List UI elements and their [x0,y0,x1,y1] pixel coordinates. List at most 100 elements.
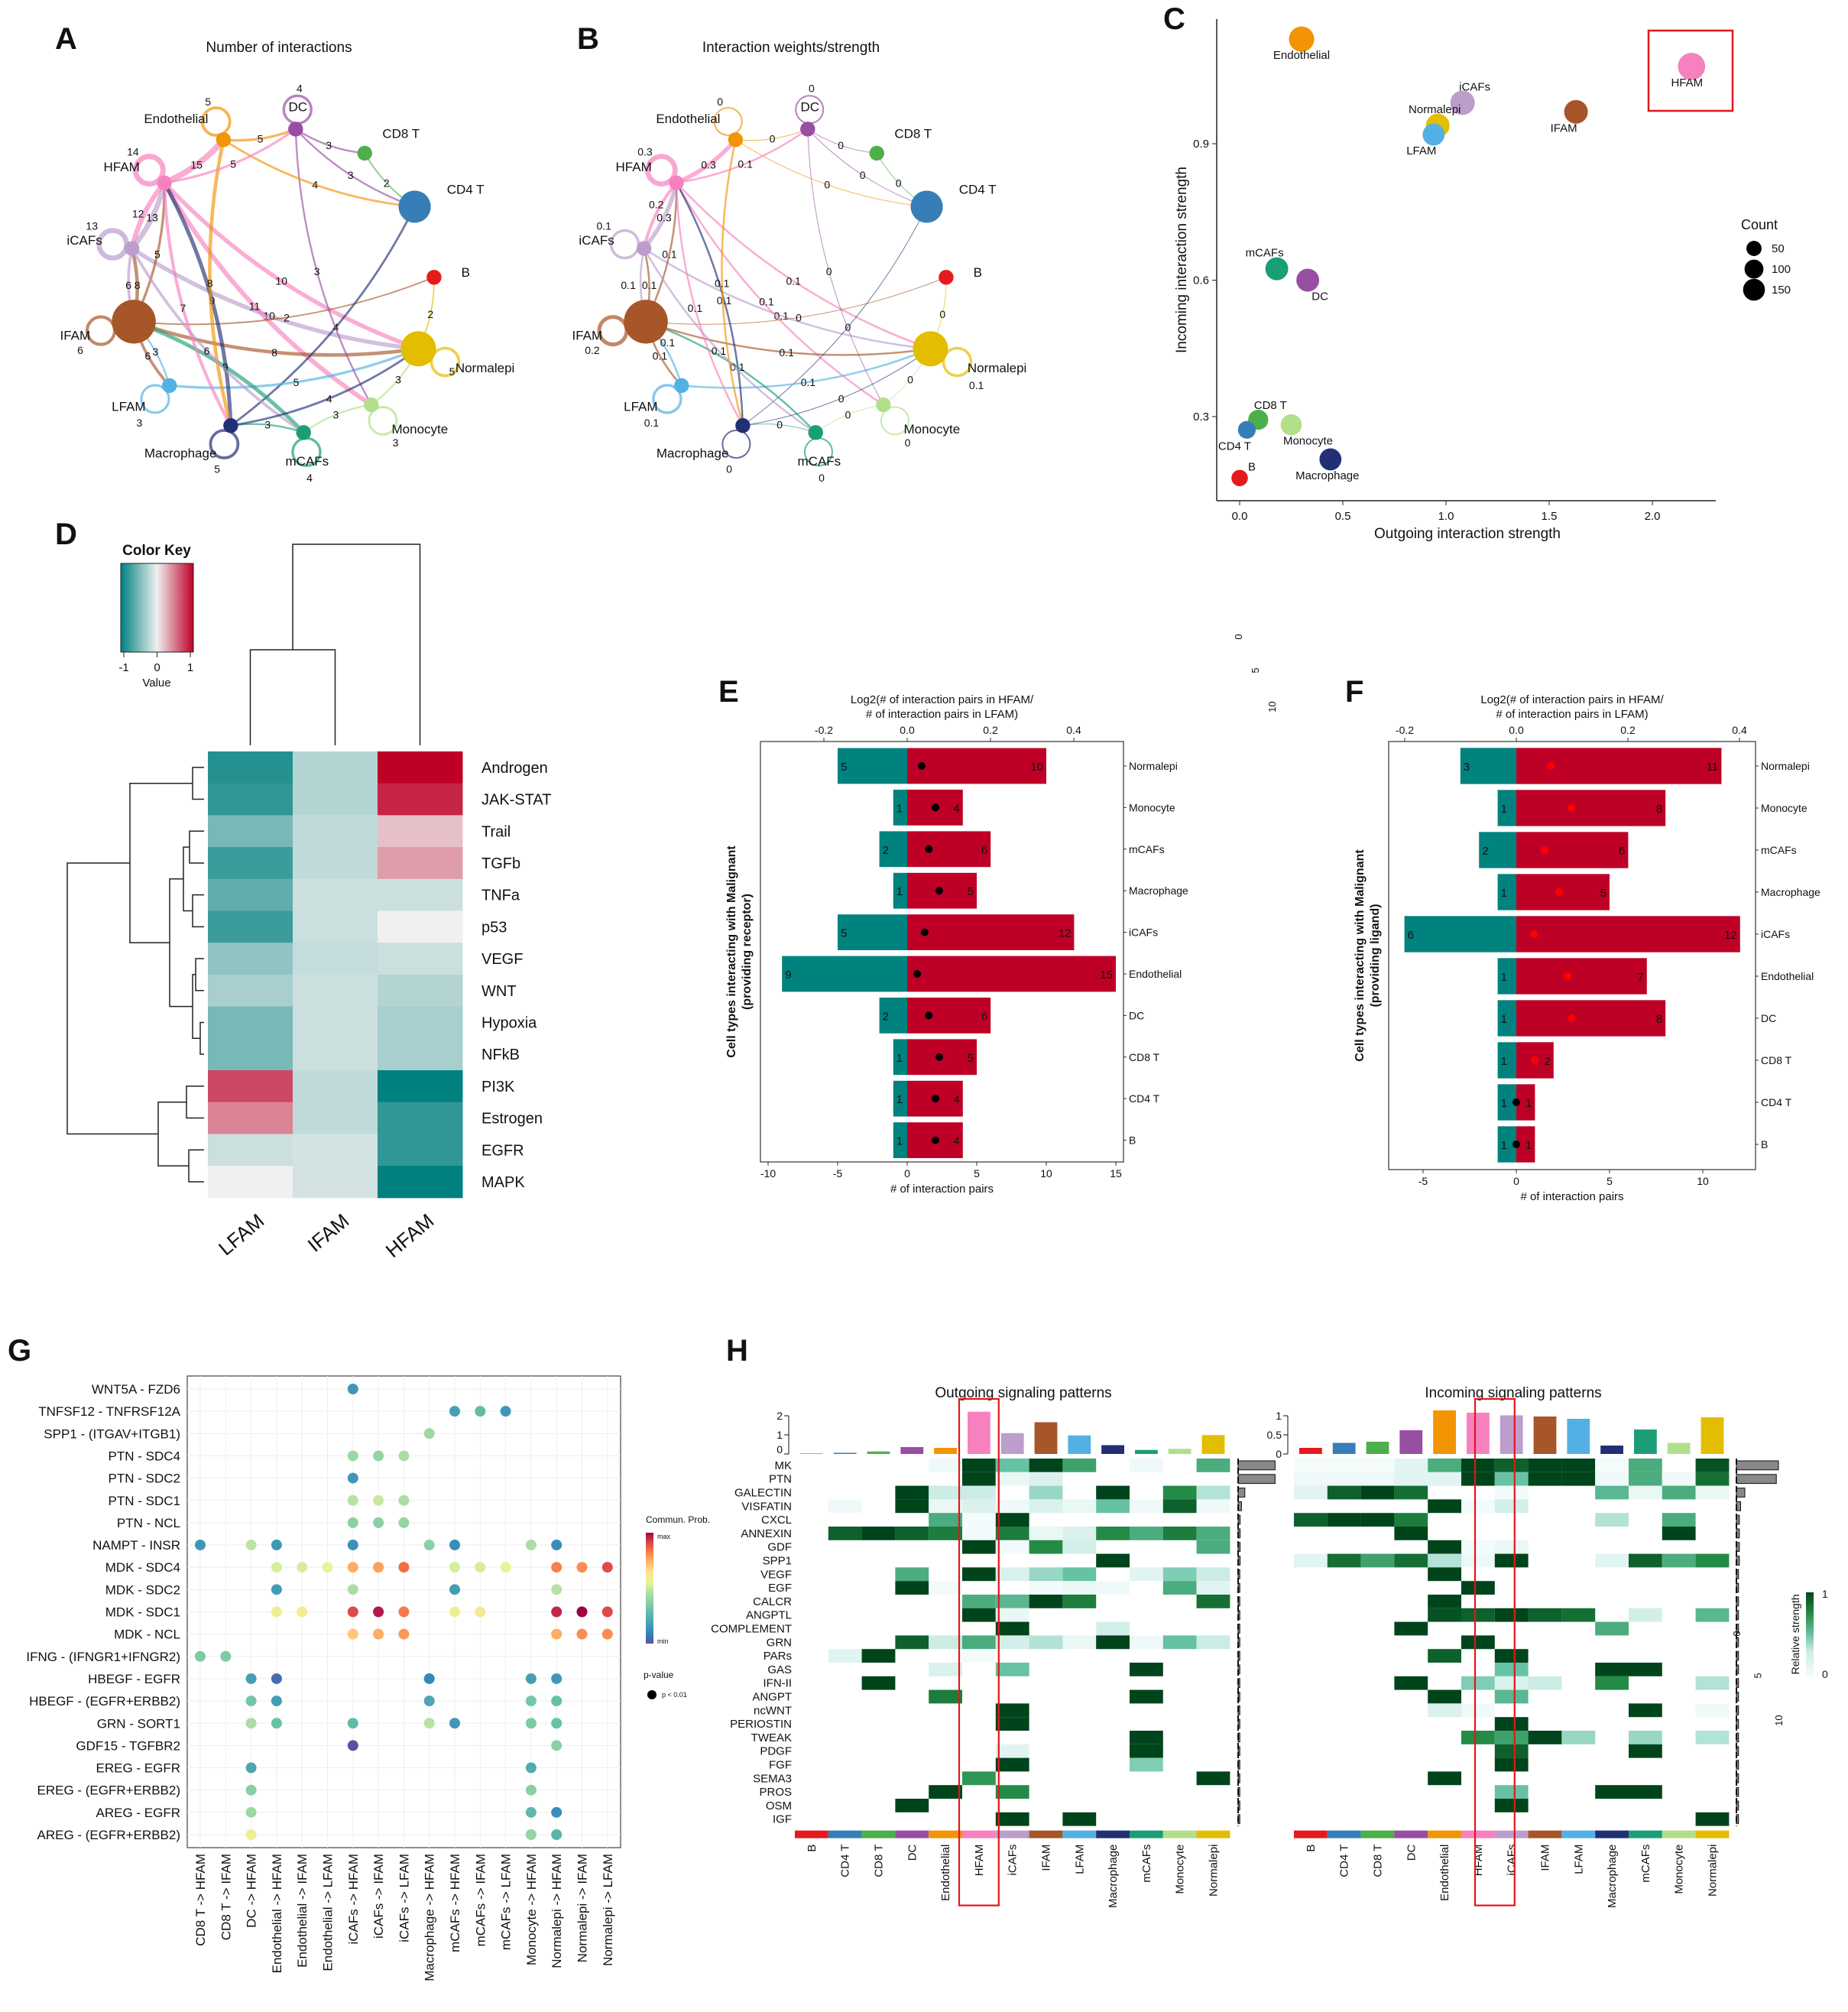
column-label: DC -> HFAM [245,1854,259,1928]
heatmap-cell [895,1567,929,1582]
heatmap-cell [861,1527,896,1540]
category-label: B [1761,1138,1768,1150]
heatmap-cell [1029,1595,1063,1608]
dot [347,1628,358,1640]
heatmap-cell [929,1527,962,1540]
row-label: Androgen [481,760,548,777]
y-axis-title: Cell types interacting with Malignant [1354,849,1367,1062]
heatmap-cell [1327,1513,1361,1527]
column-total-bar [867,1451,890,1454]
heatmap-cell [1595,1663,1629,1676]
edge [169,347,420,389]
row-label: SPP1 [763,1555,792,1568]
row-total-bar [1237,1488,1246,1498]
edge-label: 0.2 [649,199,664,211]
column-label: Normalepi -> HFAM [550,1854,564,1968]
heatmap-cell [378,1166,463,1199]
color-key-tick-label: -1 [118,661,128,674]
node [216,132,232,148]
x-tick-label: 5 [974,1167,980,1180]
row-label: MDK - SDC2 [105,1582,180,1597]
edge [131,248,305,434]
heatmap-cell [1662,1553,1696,1568]
y-axis-title: (providing ligand) [1369,904,1382,1007]
row-label: NAMPT - INSR [92,1538,180,1553]
heatmap-cell [1394,1553,1428,1568]
heatmap-cell [1494,1485,1529,1500]
log2-ratio-dot [913,970,922,978]
node [728,132,744,148]
column-label: Normalepi [1707,1845,1720,1897]
bar-value-lfam: 6 [1408,929,1414,942]
edge [735,128,809,141]
heatmap-cell [929,1689,962,1704]
dot [551,1806,563,1818]
column-label: Endothelial [1438,1845,1451,1901]
heatmap-cell [962,1459,996,1472]
heatmap-cell [1162,1635,1197,1650]
bar-lfam [1404,916,1516,952]
node-label: iCAFs [579,233,614,248]
heatmap-title: Incoming signaling patterns [1425,1385,1601,1401]
self-loop [132,154,166,187]
row-label: p53 [481,919,507,936]
column-total-bar [1366,1442,1389,1454]
heatmap-cell [1062,1567,1097,1582]
row-label: ANGPTL [746,1609,792,1622]
heatmap-cell [1294,1459,1328,1472]
column-color-strip [1595,1830,1629,1838]
log2-ratio-dot [920,928,929,936]
node [910,190,943,223]
heatmap-cell [1528,1459,1562,1472]
column-label: Macrophage [1606,1845,1619,1908]
bar-value-hfam: 1 [1525,1139,1532,1152]
column-label: DC [1405,1844,1418,1861]
dot [398,1517,410,1528]
point [1296,268,1320,292]
column-color-strip [1162,1830,1197,1838]
heatmap-cell [1196,1540,1230,1554]
heatmap-cell [995,1785,1029,1799]
row-total-bar [1237,1460,1276,1471]
column-total-bar [1700,1417,1724,1454]
row-total-bar [1237,1773,1240,1783]
top-bar-tick-label: 1 [776,1429,783,1441]
heatmap-cell [1294,1472,1328,1486]
row-label: EREG - EGFR [96,1761,180,1776]
node-label: HFAM [616,160,652,174]
node-label: Normalepi [456,361,514,375]
bar-lfam [893,1039,907,1076]
top-bar-tick-label: 1 [1276,1410,1282,1422]
dot [525,1673,537,1684]
log2-ratio-dot [1564,972,1572,980]
column-total-bar [1135,1449,1158,1454]
column-total-bar [1168,1449,1191,1454]
edge-label: 5 [293,376,300,388]
column-label: Monocyte [1673,1845,1686,1894]
heatmap-cell [1561,1472,1596,1486]
heatmap-cell [1130,1731,1163,1744]
category-label: DC [1761,1012,1776,1024]
heatmap-cell [1428,1553,1461,1568]
edge-label: 6 [204,345,210,357]
heatmap-cell [1561,1731,1596,1744]
bar-value-hfam: 2 [1544,1055,1550,1068]
heatmap-cell [208,878,293,911]
column-label: Normalepi [1208,1845,1221,1897]
row-label: Estrogen [481,1111,543,1128]
heatmap-cell [995,1812,1029,1826]
dot [347,1740,358,1751]
point [1231,469,1248,487]
dot [525,1718,537,1729]
edge-label: 0 [796,311,802,323]
edge [295,128,365,154]
self-loop-label: 5 [214,462,220,475]
column-total-bar [1634,1429,1657,1454]
category-label: CD8 T [1129,1051,1160,1063]
edge [807,128,877,154]
x-axis-title: # of interaction pairs [1520,1190,1623,1203]
node [398,190,431,223]
heatmap-cell [1062,1595,1097,1608]
bar-lfam [893,872,907,909]
category-label: Endothelial [1129,968,1182,980]
